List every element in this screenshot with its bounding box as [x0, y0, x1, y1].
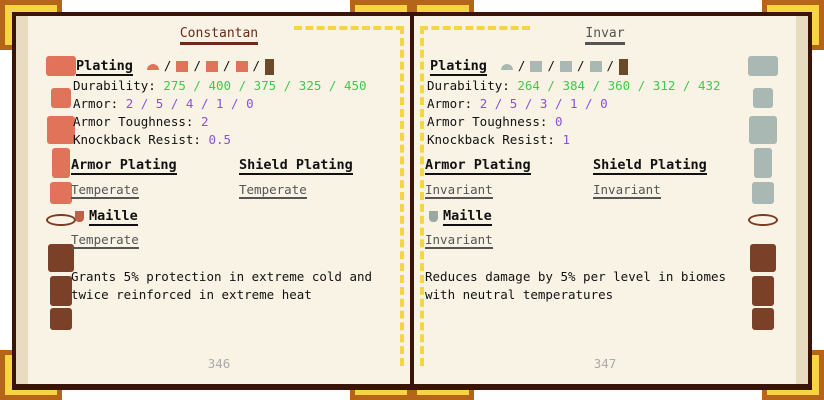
durability-row: Durability: 264 / 384 / 360 / 312 / 432 — [427, 78, 721, 93]
knockback-row: Knockback Resist: 0.5 — [73, 132, 231, 147]
separator: / — [606, 58, 615, 73]
chestplate-part-icon — [530, 61, 543, 72]
label: Armor: — [427, 96, 473, 111]
ingot-icon — [46, 56, 76, 76]
page-title: Invar — [414, 26, 796, 45]
helmet-part-icon — [500, 63, 513, 70]
armor-value: 2 / 5 / 4 / 1 / 0 — [125, 96, 254, 111]
chestplate-part-icon — [176, 61, 189, 72]
toughness-row: Armor Toughness: 2 — [73, 114, 208, 129]
ingot-icon — [748, 56, 778, 76]
boots-part-icon — [589, 61, 602, 72]
boots-icon — [752, 182, 774, 204]
leather-boots-icon — [752, 308, 774, 330]
helmet-part-icon — [146, 63, 159, 70]
shield-plating-heading: Shield Plating — [593, 157, 707, 175]
leggings-part-icon — [205, 61, 218, 72]
armor-plating-trait-link[interactable]: Temperate — [71, 182, 139, 199]
shield-plating-trait-link[interactable]: Temperate — [239, 182, 307, 199]
leather-chest-icon — [750, 244, 776, 272]
plating-heading: Plating — [76, 58, 133, 76]
armor-plating-heading: Armor Plating — [71, 157, 177, 175]
maille-trait-link[interactable]: Invariant — [425, 232, 493, 249]
separator: / — [222, 58, 231, 73]
maille-ring-icon — [748, 214, 778, 226]
maille-heading: Maille — [89, 208, 138, 226]
maille-icon — [75, 211, 84, 222]
page-frame — [294, 26, 404, 366]
separator: / — [252, 58, 261, 73]
plating-heading: Plating — [430, 58, 487, 76]
maille-trait-link[interactable]: Temperate — [71, 232, 139, 249]
toughness-value: 2 — [200, 114, 209, 129]
boots-icon — [50, 182, 72, 204]
helmet-icon — [753, 88, 773, 108]
maille-row: Maille — [427, 208, 492, 226]
helmet-icon — [51, 88, 71, 108]
page-number: 347 — [593, 356, 617, 371]
shield-plating-trait-link[interactable]: Invariant — [593, 182, 661, 199]
label: Knockback Resist: — [73, 132, 201, 147]
chestplate-icon — [749, 116, 777, 144]
leggings-icon — [52, 148, 70, 178]
shield-plating-heading: Shield Plating — [239, 157, 353, 175]
leggings-icon — [754, 148, 772, 178]
book: Constantan Plating / / / / Durability: 275 /… — [12, 12, 812, 390]
label: Durability: — [427, 78, 510, 93]
chestplate-icon — [47, 116, 75, 144]
label: Armor Toughness: — [427, 114, 548, 129]
boots-part-icon — [235, 61, 248, 72]
leather-boots-icon — [50, 308, 72, 330]
plating-row: Plating / / / / — [76, 58, 279, 76]
separator: / — [547, 58, 555, 73]
knockback-value: 1 — [562, 132, 570, 147]
shield-part-icon — [265, 58, 275, 75]
description: Reduces damage by 5% per level in biomes… — [425, 269, 727, 302]
toughness-row: Armor Toughness: 0 — [427, 114, 562, 129]
page-number: 346 — [207, 356, 231, 371]
label: Knockback Resist: — [427, 132, 555, 147]
shield-part-icon — [619, 58, 629, 75]
separator: / — [517, 58, 526, 73]
armor-row: Armor: 2 / 5 / 4 / 1 / 0 — [73, 96, 254, 111]
armor-value: 2 / 5 / 3 / 1 / 0 — [479, 96, 608, 111]
armor-plating-heading: Armor Plating — [425, 157, 531, 175]
knockback-row: Knockback Resist: 1 — [427, 132, 570, 147]
leggings-part-icon — [559, 61, 572, 72]
maille-heading: Maille — [443, 208, 492, 226]
durability-row: Durability: 275 / 400 / 375 / 325 / 450 — [73, 78, 367, 93]
separator: / — [193, 58, 201, 73]
label: Durability: — [73, 78, 156, 93]
durability-value: 264 / 384 / 360 / 312 / 432 — [517, 78, 721, 93]
leather-leggings-icon — [50, 276, 72, 306]
maille-icon — [429, 211, 438, 222]
durability-value: 275 / 400 / 375 / 325 / 450 — [163, 78, 367, 93]
description: Grants 5% protection in extreme cold and… — [71, 269, 373, 302]
page-frame — [420, 26, 530, 366]
knockback-value: 0.5 — [208, 132, 232, 147]
toughness-value: 0 — [554, 114, 563, 129]
leather-chest-icon — [48, 244, 74, 272]
right-page: Invar Plating / / / / Durability: 264 / 384 … — [414, 16, 808, 384]
plating-row: Plating / / / / — [430, 58, 633, 76]
maille-ring-icon — [46, 214, 76, 226]
separator: / — [163, 58, 172, 73]
armor-plating-trait-link[interactable]: Invariant — [425, 182, 493, 199]
label: Armor: — [73, 96, 119, 111]
armor-row: Armor: 2 / 5 / 3 / 1 / 0 — [427, 96, 608, 111]
left-page: Constantan Plating / / / / Durability: 275 /… — [16, 16, 410, 384]
label: Armor Toughness: — [73, 114, 194, 129]
maille-row: Maille — [73, 208, 138, 226]
page-title: Constantan — [28, 26, 410, 45]
leather-leggings-icon — [752, 276, 774, 306]
separator: / — [576, 58, 585, 73]
